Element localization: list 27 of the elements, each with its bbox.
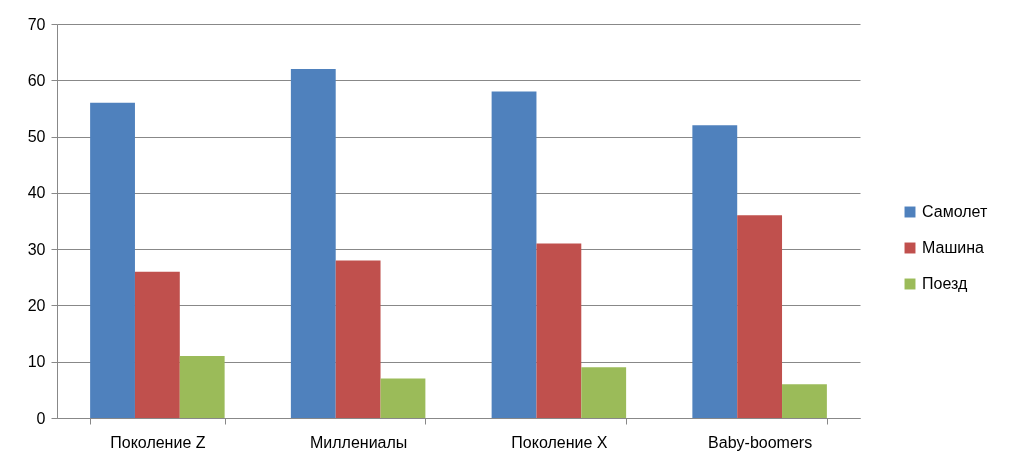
bar (692, 125, 738, 418)
bar (782, 384, 827, 418)
bar (179, 356, 225, 418)
legend-label: Поезд (922, 275, 968, 292)
y-tick-label: 30 (27, 240, 46, 258)
x-tick-label: Поколение Z (110, 433, 206, 451)
y-tick-label: 20 (27, 296, 46, 314)
y-tick-label: 60 (27, 71, 46, 89)
bar (737, 215, 783, 418)
bar (380, 378, 426, 418)
y-tick-label: 50 (27, 128, 46, 146)
y-tick-label: 10 (27, 353, 46, 371)
x-tick-label: Миллениалы (309, 433, 408, 451)
x-tick-label: Поколение X (511, 433, 608, 451)
y-tick-label: 70 (27, 15, 46, 33)
bar (90, 102, 135, 418)
x-tick-label: Baby-boomers (708, 433, 813, 451)
bar (536, 243, 582, 418)
y-tick-label: 40 (27, 184, 46, 202)
bar (491, 91, 537, 418)
bar (335, 260, 381, 418)
bar (581, 367, 627, 418)
legend-label: Самолет (922, 203, 988, 220)
bar (134, 271, 180, 418)
bar (290, 69, 336, 418)
legend-label: Машина (922, 239, 985, 256)
y-tick-label: 0 (36, 409, 46, 427)
